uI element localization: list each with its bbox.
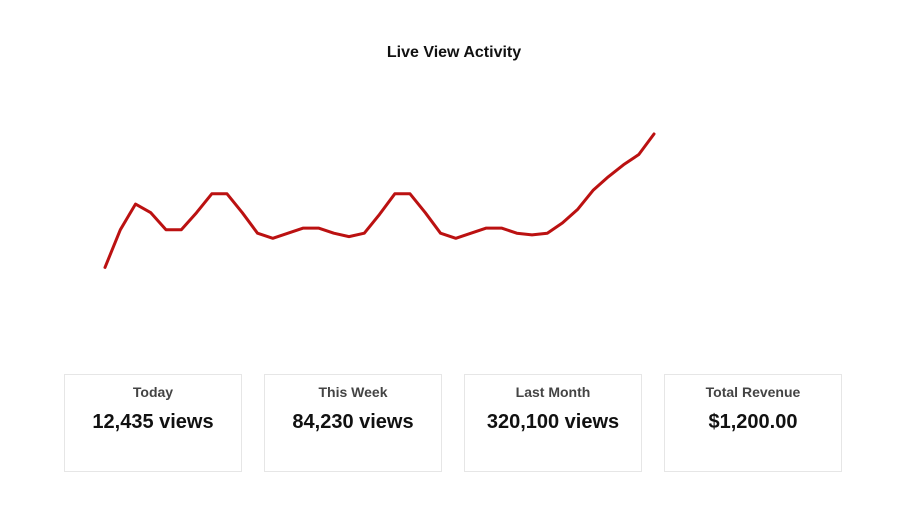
stat-card-this-week: This Week 84,230 views <box>264 374 442 472</box>
stat-card-last-month: Last Month 320,100 views <box>464 374 642 472</box>
stat-value: 320,100 views <box>486 411 620 433</box>
line-chart <box>103 132 656 269</box>
chart-title: Live View Activity <box>386 44 522 61</box>
stat-label: Total Revenue <box>705 384 801 400</box>
stats-row: Today 12,435 views This Week 84,230 view… <box>64 374 844 474</box>
stat-value: 12,435 views <box>92 411 214 433</box>
series-line-0 <box>103 132 656 269</box>
stat-label: This Week <box>318 384 388 400</box>
stat-label: Today <box>132 384 174 400</box>
stat-value: 84,230 views <box>292 411 414 433</box>
stat-card-today: Today 12,435 views <box>64 374 242 472</box>
plot-area <box>103 132 656 269</box>
stat-value: $1,200.00 <box>708 411 798 433</box>
stat-label: Last Month <box>515 384 591 400</box>
stat-card-total-revenue: Total Revenue $1,200.00 <box>664 374 842 472</box>
